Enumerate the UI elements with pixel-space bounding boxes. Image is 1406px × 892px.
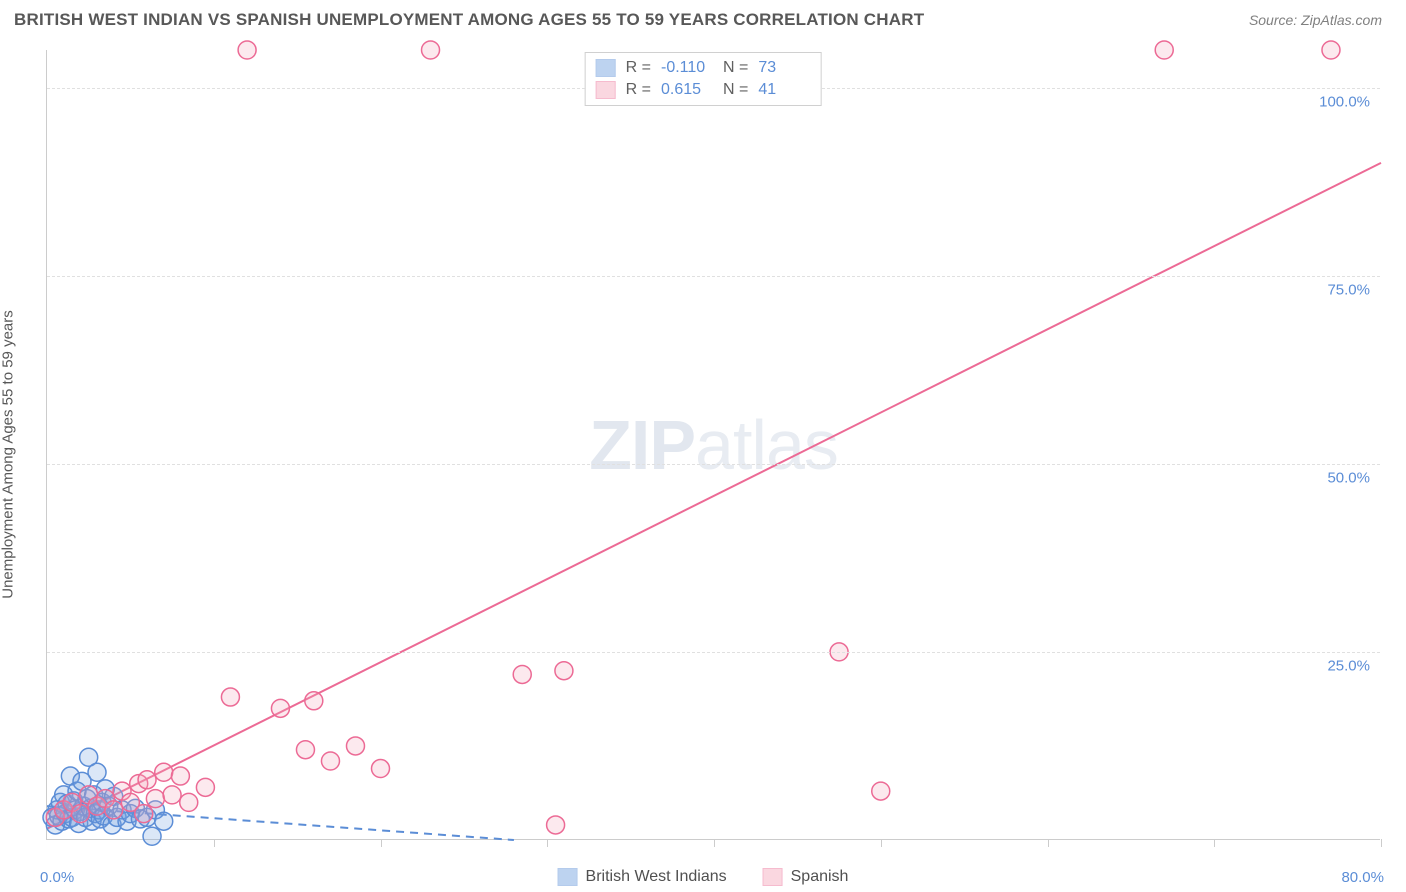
source-attribution: Source: ZipAtlas.com	[1249, 12, 1382, 28]
n-value: 73	[758, 59, 810, 77]
n-label: N =	[723, 59, 748, 77]
legend-swatch	[596, 81, 616, 99]
data-point	[513, 665, 531, 683]
x-tick	[1048, 839, 1049, 847]
y-axis-label: Unemployment Among Ages 55 to 59 years	[0, 310, 17, 599]
data-point	[547, 816, 565, 834]
data-point	[346, 737, 364, 755]
chart-header: BRITISH WEST INDIAN VS SPANISH UNEMPLOYM…	[0, 0, 1406, 30]
legend-label: Spanish	[791, 868, 849, 886]
data-point	[146, 790, 164, 808]
stats-row: R = -0.110 N = 73	[596, 57, 811, 79]
stats-row: R = 0.615 N = 41	[596, 79, 811, 101]
data-point	[105, 801, 123, 819]
legend-swatch	[596, 59, 616, 77]
data-point	[155, 763, 173, 781]
data-point	[163, 786, 181, 804]
data-point	[321, 752, 339, 770]
x-tick	[714, 839, 715, 847]
n-label: N =	[723, 81, 748, 99]
trend-line	[47, 163, 1381, 829]
data-point	[155, 812, 173, 830]
n-value: 41	[758, 81, 810, 99]
x-tick	[381, 839, 382, 847]
data-point	[296, 741, 314, 759]
r-value: -0.110	[661, 59, 713, 77]
x-tick	[881, 839, 882, 847]
scatter-plot-svg	[47, 50, 1380, 839]
stats-box: R = -0.110 N = 73 R = 0.615 N = 41	[585, 52, 822, 106]
legend-item: British West Indians	[558, 868, 727, 886]
data-point	[555, 662, 573, 680]
y-tick-label: 25.0%	[1327, 657, 1370, 674]
plot-area: ZIPatlas 25.0%50.0%75.0%100.0%	[46, 50, 1380, 840]
chart-title: BRITISH WEST INDIAN VS SPANISH UNEMPLOYM…	[14, 10, 924, 30]
data-point	[422, 41, 440, 59]
x-tick	[547, 839, 548, 847]
gridline	[47, 464, 1380, 465]
legend-item: Spanish	[763, 868, 849, 886]
data-point	[143, 827, 161, 845]
x-tick	[1214, 839, 1215, 847]
data-point	[271, 699, 289, 717]
r-label: R =	[626, 81, 651, 99]
data-point	[88, 763, 106, 781]
gridline	[47, 652, 1380, 653]
x-tick	[1381, 839, 1382, 847]
data-point	[180, 793, 198, 811]
r-label: R =	[626, 59, 651, 77]
y-tick-label: 100.0%	[1319, 93, 1370, 110]
y-tick-label: 50.0%	[1327, 469, 1370, 486]
data-point	[71, 805, 89, 823]
data-point	[196, 778, 214, 796]
data-point	[135, 805, 153, 823]
r-value: 0.615	[661, 81, 713, 99]
data-point	[372, 760, 390, 778]
data-point	[238, 41, 256, 59]
data-point	[305, 692, 323, 710]
y-tick-label: 75.0%	[1327, 281, 1370, 298]
data-point	[171, 767, 189, 785]
legend-swatch	[763, 868, 783, 886]
gridline	[47, 276, 1380, 277]
x-axis-min-label: 0.0%	[40, 869, 74, 886]
data-point	[872, 782, 890, 800]
legend-swatch	[558, 868, 578, 886]
bottom-legend: British West Indians Spanish	[558, 868, 849, 886]
data-point	[1322, 41, 1340, 59]
x-tick	[214, 839, 215, 847]
data-point	[138, 771, 156, 789]
data-point	[1155, 41, 1173, 59]
legend-label: British West Indians	[586, 868, 727, 886]
x-axis-max-label: 80.0%	[1341, 869, 1384, 886]
data-point	[221, 688, 239, 706]
